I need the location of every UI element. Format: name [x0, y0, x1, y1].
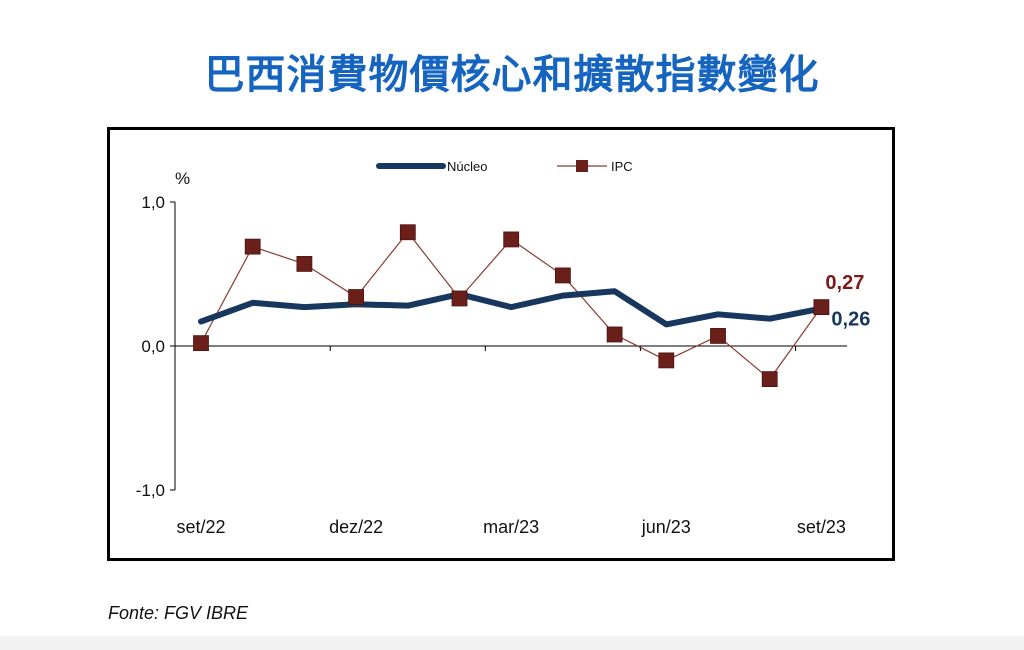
annotation-nucleo: 0,26 — [831, 309, 870, 331]
x-tick-label: jun/23 — [641, 517, 691, 537]
legend-label-ipc: IPC — [611, 159, 633, 174]
ipc-point — [554, 267, 571, 284]
x-tick-label: dez/22 — [329, 517, 383, 537]
source-note: Fonte: FGV IBRE — [108, 603, 249, 623]
chart: 1,0 0,0 -1,0% set/22 dez/22 mar/23 jun/23 set/2… — [136, 159, 871, 537]
page-title: 巴西消費物價核心和擴散指數變化 — [204, 52, 820, 98]
x-tick-label: set/23 — [797, 517, 846, 537]
ipc-point — [348, 289, 365, 305]
chart-axes: 1,0 0,0 -1,0% set/22 dez/22 mar/23 jun/23 set/2… — [136, 169, 847, 537]
bottom-band — [0, 636, 1024, 650]
ipc-point — [761, 371, 778, 388]
ipc-point — [451, 290, 468, 307]
ipc-point — [193, 335, 209, 352]
y-axis-label: % — [175, 169, 190, 188]
y-tick-label: -1,0 — [136, 481, 165, 500]
chart-frame — [107, 127, 895, 561]
legend-swatch-ipc — [576, 160, 588, 172]
ipc-point — [606, 326, 623, 343]
x-tick-label: set/22 — [176, 517, 225, 537]
x-tick-label: mar/23 — [483, 517, 539, 537]
ipc-point — [296, 256, 313, 272]
legend-label-nucleo: Núcleo — [447, 159, 487, 174]
ipc-point — [399, 224, 416, 241]
ipc-point — [244, 238, 261, 255]
chart-legend: Núcleo IPC — [376, 159, 633, 174]
annotation-ipc: 0,27 — [825, 272, 864, 294]
ipc-point — [813, 299, 830, 316]
ipc-point — [658, 352, 675, 369]
y-tick-label: 0,0 — [141, 337, 165, 356]
series-line-nucleo — [198, 288, 825, 328]
y-tick-label: 1,0 — [141, 193, 165, 212]
chart-series — [193, 224, 830, 388]
chart-labels: 0,27 0,26 — [825, 272, 870, 330]
ipc-point — [710, 328, 726, 344]
ipc-point — [503, 231, 520, 248]
